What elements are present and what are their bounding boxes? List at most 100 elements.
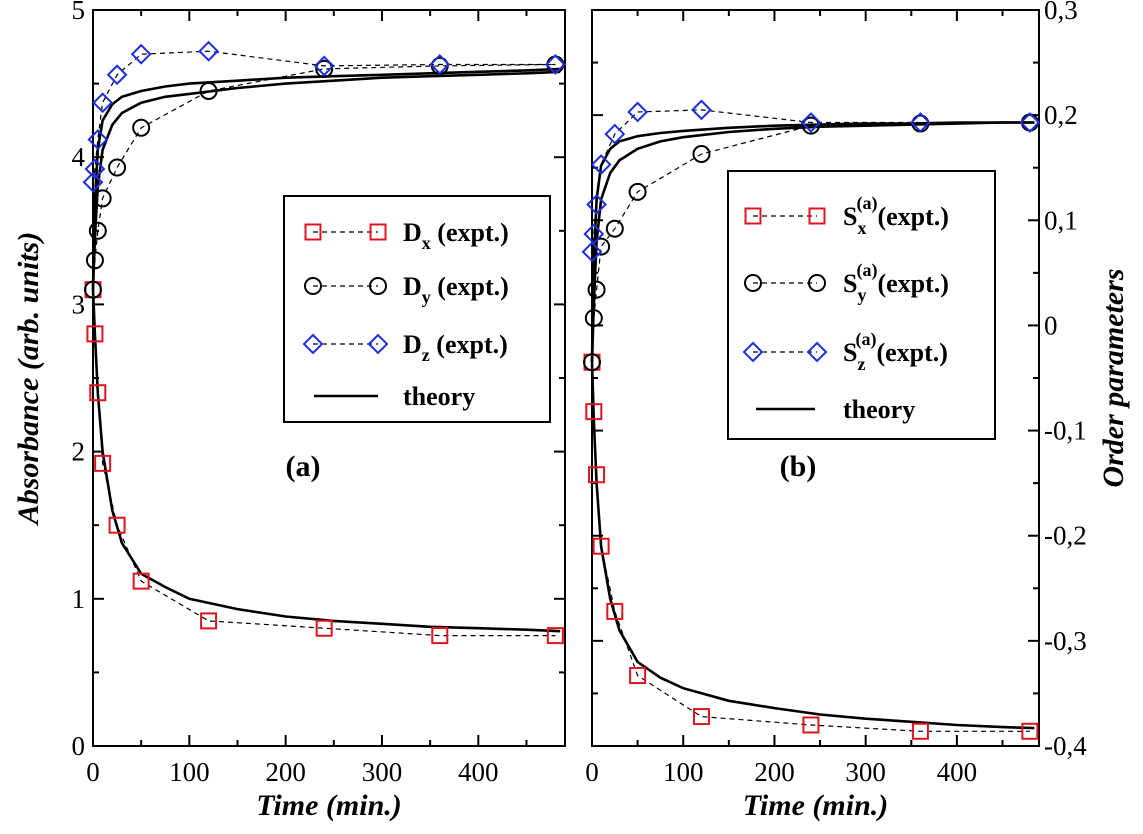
data-point-z — [544, 54, 566, 75]
data-point-z — [429, 54, 451, 75]
y-tick-label: 0,2 — [1044, 100, 1078, 130]
data-point-y — [315, 59, 334, 78]
data-point-y — [85, 251, 104, 270]
legend-box — [283, 195, 551, 423]
data-point-y — [584, 309, 603, 328]
legend-marker — [369, 223, 387, 241]
data-point-x — [108, 516, 126, 534]
data-point-y — [199, 81, 218, 100]
data-point-z — [604, 123, 626, 145]
data-point-z — [581, 241, 603, 263]
y-tick-label: 4 — [72, 142, 86, 172]
data-point-x — [132, 572, 150, 590]
series-y-connector — [92, 63, 556, 290]
y-tick-label: -0,3 — [1044, 626, 1087, 656]
theory-curve — [91, 67, 561, 290]
data-point-z — [583, 223, 605, 245]
series-x-connector — [92, 289, 556, 637]
data-point-x — [1021, 722, 1039, 740]
data-point-z — [313, 55, 335, 77]
data-point-x — [606, 602, 624, 620]
x-tick-label: 200 — [265, 757, 306, 787]
legend-marker — [806, 341, 828, 363]
data-point-x — [802, 716, 820, 734]
y-axis-title: Order parameters — [1097, 268, 1130, 487]
legend-label: Sx(a)(expt.) — [843, 193, 949, 238]
legend-marker — [367, 333, 389, 355]
data-point-z — [590, 154, 612, 175]
legend-label-theory: theory — [843, 395, 915, 424]
data-point-x — [86, 325, 104, 343]
data-point-z — [691, 99, 712, 121]
data-point-z — [909, 112, 931, 133]
data-point-y — [692, 145, 711, 164]
data-point-y — [88, 221, 107, 240]
x-axis-title: Time (min.) — [743, 789, 889, 822]
x-tick-label: 400 — [458, 757, 499, 787]
data-point-y — [583, 353, 601, 372]
data-point-y — [592, 237, 611, 256]
series-y-connector — [591, 121, 1030, 363]
legend-marker — [302, 333, 324, 355]
y-tick-label: -0,4 — [1044, 731, 1087, 761]
panel-label: (b) — [780, 450, 817, 483]
series-z-connector — [92, 50, 556, 183]
x-tick-label: 0 — [585, 757, 599, 787]
data-point-x — [89, 384, 107, 402]
panel-b: 0 100 200 300 400 -0,4 -0,3 -0,2 -0,1 0 0,1 0,2 0,3 T… — [581, 0, 1130, 822]
data-point-z — [84, 158, 106, 180]
series-z-connector — [591, 109, 1030, 252]
data-point-z — [82, 171, 104, 193]
x-tick-label: 300 — [845, 757, 886, 787]
legend-marker — [808, 207, 826, 225]
legend-marker — [304, 223, 322, 241]
data-point-y — [132, 118, 151, 137]
legend-label: Sz(a)(expt.) — [843, 329, 948, 374]
data-point-x — [592, 537, 610, 555]
legend-marker — [742, 341, 764, 363]
data-point-y — [587, 280, 606, 299]
data-point-y — [605, 219, 624, 238]
data-point-y — [84, 280, 102, 299]
data-point-z — [586, 194, 607, 215]
x-tick-label: 400 — [937, 757, 978, 787]
legend-label: Dy (expt.) — [403, 272, 509, 307]
x-tick-label: 100 — [169, 757, 210, 787]
y-tick-label: -0,1 — [1044, 416, 1087, 446]
data-point-x — [585, 403, 603, 421]
x-tick-label: 200 — [754, 757, 795, 787]
y-tick-label: 0 — [1044, 310, 1058, 340]
legend-label-theory: theory — [403, 382, 475, 411]
x-tick-label: 100 — [663, 757, 704, 787]
data-point-y — [801, 116, 820, 135]
data-point-z — [92, 92, 114, 114]
y-tick-label: -0,2 — [1044, 521, 1087, 551]
y-tick-label: 0 — [72, 731, 86, 761]
data-point-z — [130, 43, 152, 65]
data-point-x — [546, 627, 564, 645]
x-axis-title: Time (min.) — [256, 789, 402, 822]
legend-marker — [369, 277, 387, 295]
legend-label: Dx (expt.) — [403, 218, 509, 253]
data-point-y — [93, 189, 112, 208]
x-tick-label: 300 — [362, 757, 403, 787]
data-point-x — [94, 454, 112, 472]
series-x-connector — [591, 362, 1030, 732]
y-tick-label: 5 — [72, 0, 86, 25]
data-point-z — [106, 64, 128, 86]
data-point-z — [800, 112, 822, 133]
legend-marker — [304, 277, 322, 295]
data-point-x — [315, 619, 333, 637]
data-point-y — [628, 182, 647, 201]
data-point-z — [87, 129, 109, 150]
data-point-z — [1019, 112, 1041, 133]
theory-curve — [91, 70, 561, 290]
y-axis-title: Absorbance (arb. units) — [12, 232, 45, 527]
data-point-x — [200, 612, 218, 630]
data-point-z — [627, 101, 649, 123]
data-point-x — [692, 708, 710, 726]
data-point-z — [198, 40, 220, 62]
panel-a: 0 100 200 300 400 0 1 2 3 4 5 Time (min.) Absorbance… — [12, 0, 566, 822]
data-point-y — [108, 158, 127, 177]
